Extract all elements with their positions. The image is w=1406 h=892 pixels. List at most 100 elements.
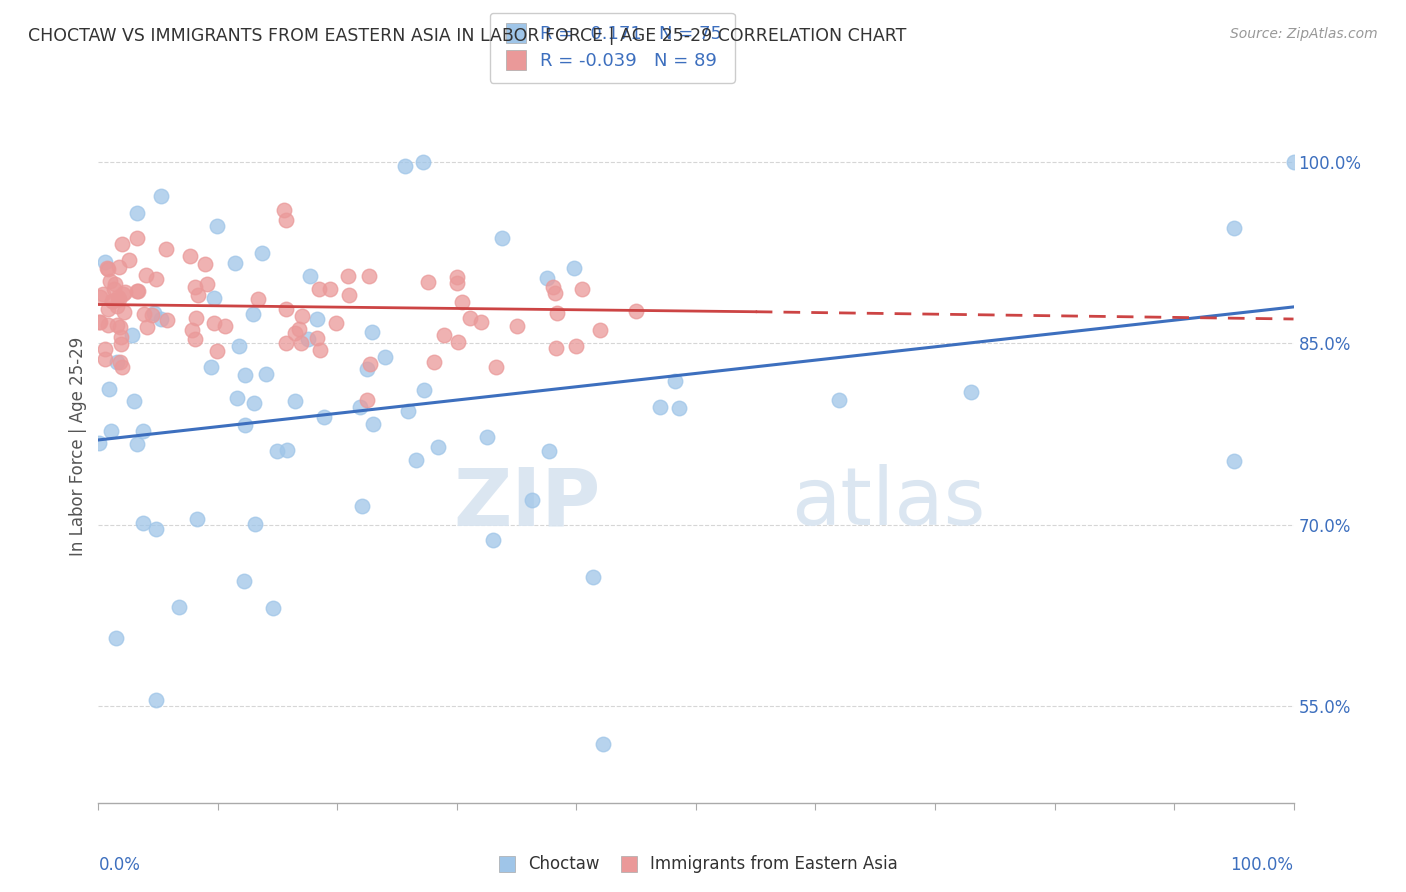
Point [522, 493, 544, 508]
Point [475, 430, 498, 444]
Point [337, 288, 360, 302]
Point [118, 253, 141, 268]
Point [319, 282, 342, 296]
Text: 100.0%: 100.0% [1230, 856, 1294, 874]
Point [537, 443, 560, 458]
Point [1282, 154, 1305, 169]
Point [112, 305, 135, 319]
Point [135, 268, 157, 282]
Point [141, 308, 163, 322]
Point [273, 202, 295, 217]
Point [451, 295, 474, 310]
Point [960, 384, 983, 399]
Point [98, 274, 121, 288]
Point [103, 282, 125, 296]
Point [105, 355, 128, 369]
Point [446, 269, 468, 284]
Point [416, 275, 439, 289]
Point [107, 290, 129, 304]
Point [274, 336, 297, 351]
Point [246, 292, 269, 306]
Text: CHOCTAW VS IMMIGRANTS FROM EASTERN ASIA IN LABOR FORCE | AGE 25-29 CORRELATION C: CHOCTAW VS IMMIGRANTS FROM EASTERN ASIA … [28, 27, 907, 45]
Point [89, 315, 111, 329]
Text: atlas: atlas [792, 464, 986, 542]
Point [288, 322, 311, 336]
Point [361, 325, 384, 339]
Point [214, 318, 236, 333]
Point [235, 368, 257, 383]
Point [132, 307, 155, 321]
Point [242, 307, 264, 321]
Point [485, 360, 508, 375]
Point [243, 396, 266, 410]
Point [592, 737, 614, 751]
Point [150, 312, 173, 326]
Point [506, 319, 529, 334]
Point [312, 410, 335, 425]
Point [307, 331, 329, 345]
Point [291, 309, 314, 323]
Text: 0.0%: 0.0% [98, 856, 141, 874]
Point [413, 383, 436, 397]
Point [1223, 221, 1246, 235]
Point [262, 601, 284, 615]
Point [108, 292, 131, 306]
Text: ZIP: ZIP [453, 464, 600, 542]
Point [186, 512, 208, 526]
Point [186, 311, 208, 326]
Point [98, 382, 121, 396]
Point [111, 359, 134, 374]
Point [544, 285, 567, 300]
Point [202, 291, 225, 305]
Point [357, 269, 380, 284]
Point [108, 355, 131, 369]
Point [1223, 454, 1246, 468]
Point [132, 424, 155, 438]
Point [107, 299, 129, 313]
Point [336, 268, 359, 283]
Point [447, 335, 470, 350]
Point [356, 392, 378, 407]
Point [589, 323, 612, 337]
Point [127, 284, 149, 298]
Point [290, 335, 312, 350]
Point [143, 306, 166, 320]
Point [308, 282, 330, 296]
Point [181, 322, 204, 336]
Point [470, 315, 492, 329]
Point [145, 272, 167, 286]
Point [228, 338, 250, 352]
Point [458, 311, 481, 326]
Point [243, 516, 266, 531]
Point [541, 280, 564, 294]
Point [105, 318, 128, 332]
Point [284, 326, 307, 340]
Point [97, 262, 120, 277]
Point [167, 599, 190, 614]
Point [565, 339, 588, 353]
Point [308, 343, 330, 358]
Point [136, 320, 159, 334]
Point [422, 355, 444, 369]
Point [87, 435, 110, 450]
Point [200, 359, 222, 374]
Point [571, 282, 593, 296]
Point [254, 368, 277, 382]
Point [127, 206, 149, 220]
Point [194, 257, 217, 271]
Point [305, 312, 328, 326]
Point [284, 393, 307, 408]
Point [93, 351, 115, 366]
Point [145, 522, 167, 536]
Point [125, 231, 148, 245]
Point [412, 154, 434, 169]
Point [156, 313, 179, 327]
Point [405, 452, 427, 467]
Point [145, 693, 167, 707]
Point [121, 327, 143, 342]
Point [359, 357, 381, 371]
Point [207, 343, 229, 358]
Point [94, 342, 117, 356]
Point [112, 287, 135, 301]
Point [127, 437, 149, 451]
